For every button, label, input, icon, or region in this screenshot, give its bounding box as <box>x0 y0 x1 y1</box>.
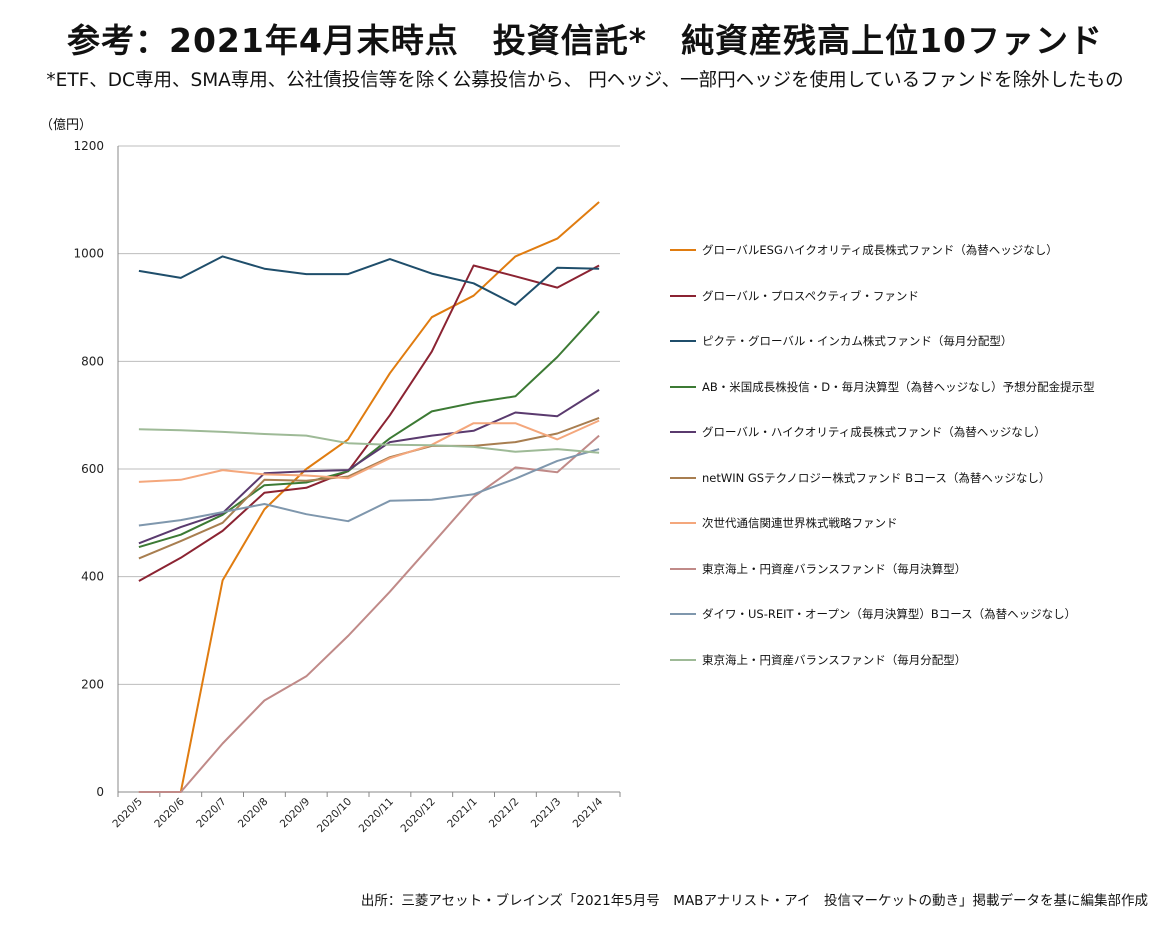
legend-swatch <box>670 294 696 297</box>
y-tick-label-0: 0 <box>96 785 104 799</box>
y-tick-label-800: 800 <box>81 354 104 368</box>
legend-label: ピクテ・グローバル・インカム株式ファンド（毎月分配型） <box>702 334 1013 348</box>
legend-item-9: ダイワ・US-REIT・オープン（毎月決算型）Bコース（為替ヘッジなし） <box>670 604 1076 624</box>
legend-label: netWIN GSテクノロジー株式ファンド Bコース（為替ヘッジなし） <box>702 470 1051 485</box>
y-tick-label-600: 600 <box>81 462 104 476</box>
legend-label: グローバルESGハイクオリティ成長株式ファンド（為替ヘッジなし） <box>702 243 1058 257</box>
x-tick-label-2021/3: 2021/3 <box>529 796 564 831</box>
y-tick-label-1000: 1000 <box>73 247 104 261</box>
legend-label: 次世代通信関連世界株式戦略ファンド <box>702 516 898 530</box>
x-tick-label-2020/8: 2020/8 <box>236 796 271 831</box>
legend-swatch <box>670 567 696 570</box>
legend-swatch <box>670 340 696 342</box>
y-axis-unit-label: （億円） <box>40 118 93 133</box>
legend-swatch <box>670 613 696 615</box>
x-tick-label-2020/10: 2020/10 <box>315 796 354 835</box>
legend-item-6: netWIN GSテクノロジー株式ファンド Bコース（為替ヘッジなし） <box>670 468 1050 488</box>
series-line-7 <box>138 419 600 483</box>
series-line-5 <box>138 389 600 545</box>
legend-item-4: AB・米国成長株投信・D・毎月決算型（為替ヘッジなし）予想分配金提示型 <box>670 377 1095 397</box>
x-tick-label-2021/1: 2021/1 <box>445 796 480 831</box>
legend-label: グローバル・ハイクオリティ成長株式ファンド（為替ヘッジなし） <box>702 425 1046 439</box>
series-line-4 <box>138 310 600 549</box>
legend-item-10: 東京海上・円資産バランスファンド（毎月分配型） <box>670 650 966 670</box>
x-tick-label-2020/11: 2020/11 <box>357 796 396 835</box>
series-line-9 <box>138 448 600 527</box>
legend-item-7: 次世代通信関連世界株式戦略ファンド <box>670 513 898 533</box>
legend-swatch <box>670 431 696 433</box>
legend-swatch <box>670 249 696 251</box>
x-tick-label-2020/5: 2020/5 <box>110 796 145 831</box>
legend-swatch <box>670 385 696 388</box>
x-tick-label-2020/9: 2020/9 <box>278 796 313 831</box>
series-line-10 <box>138 428 600 454</box>
legend-swatch <box>670 658 696 661</box>
y-tick-label-1200: 1200 <box>73 139 104 153</box>
legend-item-8: 東京海上・円資産バランスファンド（毎月決算型） <box>670 559 966 579</box>
series-line-8 <box>138 434 600 793</box>
legend-label: ダイワ・US-REIT・オープン（毎月決算型）Bコース（為替ヘッジなし） <box>702 607 1077 621</box>
legend-label: 東京海上・円資産バランスファンド（毎月決算型） <box>702 561 967 576</box>
series-line-6 <box>138 416 600 560</box>
series-line-1 <box>138 201 600 793</box>
legend-swatch <box>670 522 696 524</box>
legend-swatch <box>670 476 696 479</box>
legend-item-1: グローバルESGハイクオリティ成長株式ファンド（為替ヘッジなし） <box>670 240 1058 260</box>
legend-label: グローバル・プロスペクティブ・ファンド <box>702 288 919 303</box>
legend-item-5: グローバル・ハイクオリティ成長株式ファンド（為替ヘッジなし） <box>670 422 1046 442</box>
source-note: 出所：三菱アセット・ブレインズ「2021年5月号 MABアナリスト・アイ 投信マ… <box>360 893 1148 909</box>
y-tick-label-400: 400 <box>81 570 104 584</box>
legend-label: AB・米国成長株投信・D・毎月決算型（為替ヘッジなし）予想分配金提示型 <box>702 379 1095 394</box>
legend-item-2: グローバル・プロスペクティブ・ファンド <box>670 286 919 306</box>
series-line-2 <box>138 264 600 582</box>
legend-item-3: ピクテ・グローバル・インカム株式ファンド（毎月分配型） <box>670 331 1012 351</box>
page-title: 参考：2021年4月末時点 投資信託* 純資産残高上位10ファンド <box>67 21 1103 60</box>
x-tick-label-2020/6: 2020/6 <box>152 795 187 830</box>
y-tick-label-200: 200 <box>81 677 104 691</box>
x-tick-label-2021/2: 2021/2 <box>487 796 522 831</box>
series-line-3 <box>138 255 600 306</box>
x-tick-label-2020/12: 2020/12 <box>399 796 438 835</box>
page-subtitle: *ETF、DC専用、SMA専用、公社債投信等を除く公募投信から、 円ヘッジ、一部… <box>46 70 1124 91</box>
legend-label: 東京海上・円資産バランスファンド（毎月分配型） <box>702 652 967 667</box>
x-tick-label-2020/7: 2020/7 <box>194 796 229 831</box>
x-tick-label-2021/4: 2021/4 <box>571 795 606 830</box>
